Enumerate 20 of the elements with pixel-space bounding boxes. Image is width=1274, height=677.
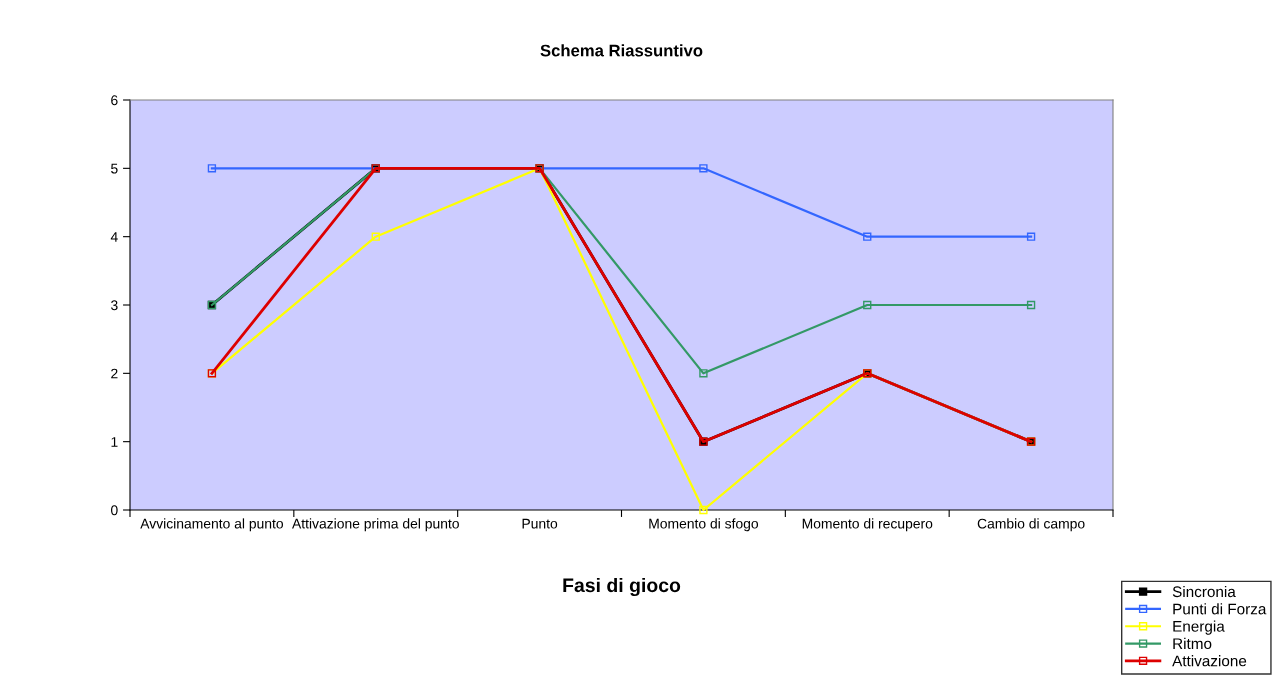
- y-tick-label: 4: [110, 232, 118, 242]
- legend-label: Energia: [1173, 620, 1225, 635]
- y-tick-label: 1: [111, 437, 118, 447]
- x-tick-label: Avvicinamento al punto: [140, 518, 284, 532]
- legend-label: Ritmo: [1173, 637, 1212, 650]
- legend-label: Attivazione: [1172, 655, 1247, 667]
- x-tick-label: Punto: [522, 518, 558, 529]
- y-tick-label: 3: [111, 300, 118, 311]
- x-axis-title: Fasi di gioco: [563, 577, 681, 597]
- x-tick-label: Attivazione prima del punto: [292, 518, 459, 532]
- x-tick-label: Cambio di campo: [977, 518, 1085, 532]
- legend-label: Punti di Forza: [1173, 603, 1267, 615]
- x-tick-label: Momento di sfogo: [649, 518, 759, 532]
- y-tick-label: 0: [111, 505, 118, 516]
- chart-title: Schema Riassuntivo: [540, 44, 703, 57]
- y-tick-label: 2: [111, 368, 118, 379]
- legend-label: Sincronia: [1172, 585, 1236, 598]
- y-tick-label: 6: [111, 95, 118, 106]
- y-tick-label: 5: [111, 163, 118, 174]
- x-tick-label: Momento di recupero: [802, 518, 933, 532]
